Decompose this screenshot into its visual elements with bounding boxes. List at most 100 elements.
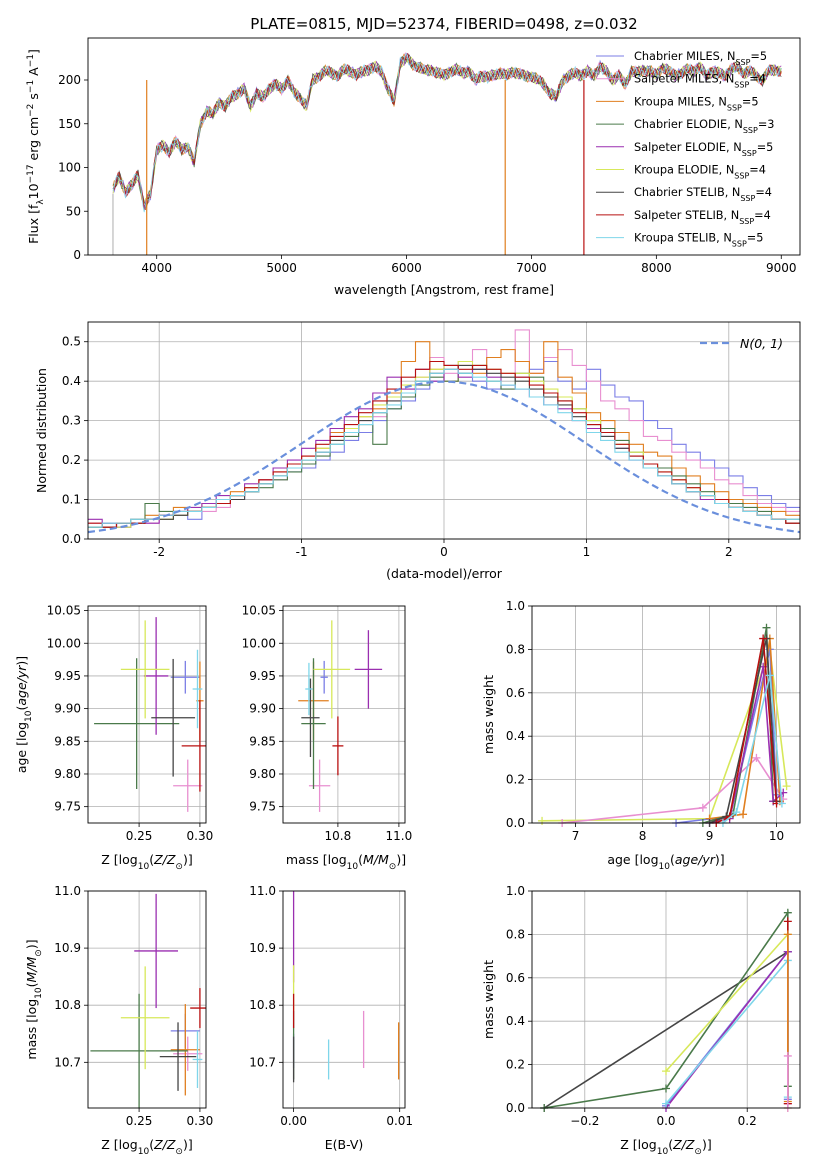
weight_vs_z-frame [531, 890, 801, 1109]
legend-sub: SSP [740, 194, 755, 203]
y-tick-label: 0.2 [62, 453, 81, 467]
residual-histograms [88, 329, 800, 534]
age-vs-z-ylabel-part: 10 [24, 710, 34, 722]
x-tick-label: -2 [153, 545, 165, 559]
weight-marker-kroupa_miles [739, 810, 748, 819]
spectrum-ylabel-part: Flux [f [26, 204, 41, 244]
legend-sub: SSP [739, 216, 754, 225]
y-tick-label: 0.4 [506, 729, 525, 743]
age-vs-z-xlabel-part: )] [183, 852, 193, 867]
y-tick-label: 0.4 [62, 374, 81, 388]
legend-label-kroupa_elodie: Kroupa ELODIE, NSSP=4 [634, 164, 766, 181]
legend-text: Chabrier ELODIE, N [634, 118, 743, 131]
weight-marker-chabrier_elodie [662, 1084, 670, 1093]
spectrum-ylabel-part: A [26, 67, 41, 80]
age-vs-mass-xlabel-part: mass [log [286, 852, 347, 867]
x-tick-label: 0 [440, 545, 448, 559]
weight-marker-kroupa_stelib [662, 1099, 670, 1108]
y-tick-label: 10.8 [249, 998, 276, 1012]
y-tick-label: 10.05 [242, 604, 276, 618]
age-vs-z-xlabel-part: Z/Z [153, 852, 176, 867]
x-tick-label: 7 [572, 829, 580, 843]
spectrum-ylabel-part: s [26, 93, 41, 104]
x-tick-label: 1 [583, 545, 591, 559]
spectrum-frame [87, 37, 801, 256]
y-tick-label: 10.00 [242, 636, 276, 650]
spectrum-title: PLATE=0815, MJD=52374, FIBERID=0498, z=0… [250, 15, 637, 33]
mass_vs_z-axes: 0.25 0.30 10.7 10.8 10.9 11.0 [54, 884, 213, 1128]
mass_vs_z-points [90, 893, 206, 1108]
weight-vs-age-xlabel-part: 10 [659, 862, 671, 872]
x-tick-label: 8 [639, 829, 647, 843]
age_vs_z-frame [87, 605, 207, 824]
spectrum-ylabel-part: −1 [26, 54, 36, 67]
histogram-chabrier_miles [88, 360, 800, 528]
y-tick-label: 9.85 [249, 734, 276, 748]
x-tick-label: 0.30 [187, 1114, 214, 1128]
weight-vs-z-xlabel-part: 10 [657, 1147, 669, 1157]
x-tick-label: −0.2 [570, 1114, 599, 1128]
residuals-frame [87, 321, 801, 540]
normal-legend-label: N(0, 1) [740, 336, 783, 351]
legend-sub: SSP [727, 103, 742, 112]
weight-line-chabrier_stelib [543, 951, 789, 1109]
y-tick-label: 1.0 [506, 884, 525, 898]
y-tick-label: 10.9 [249, 941, 276, 955]
weight-line-salpeter_miles [562, 756, 784, 824]
x-tick-label: 2 [725, 545, 733, 559]
age-vs-z-ylabel-part: ( [14, 706, 29, 711]
mass-vs-z-ylabel-part: )] [24, 939, 39, 949]
legend-text: Kroupa ELODIE, N [634, 164, 734, 177]
weight_vs_z-axes: −0.2 0.0 0.2 0.0 0.2 0.4 0.6 0.8 1.0 [506, 884, 800, 1128]
legend-sub: SSP [735, 58, 750, 67]
histogram-salpeter_miles [88, 329, 800, 528]
x-tick-label: 6000 [391, 261, 422, 275]
mass-vs-z-xlabel-part: Z [log [101, 1137, 137, 1152]
age-vs-z-xlabel: Z [log10(Z/Z⊙)] [101, 852, 192, 872]
weight-marker-kroupa_elodie [538, 816, 547, 825]
y-tick-label: 0.6 [506, 686, 525, 700]
spectrum-axes: 4000 5000 6000 7000 8000 9000 0 50 100 150 200 [58, 73, 796, 275]
y-tick-label: 9.80 [54, 767, 81, 781]
legend-label-kroupa_stelib: Kroupa STELIB, NSSP=5 [634, 232, 763, 249]
y-tick-label: 9.85 [54, 734, 81, 748]
mass-vs-z-xlabel-part: ( [149, 1137, 154, 1152]
mass_vs_ebv-frame [282, 890, 406, 1109]
x-tick-label: 0.25 [126, 1114, 153, 1128]
y-tick-label: 150 [58, 117, 81, 131]
legend-text: Salpeter MILES, N [634, 73, 734, 86]
legend-sub: SSP [732, 239, 747, 248]
weight-marker-salpeter_miles [783, 1051, 792, 1060]
legend-text: Chabrier MILES, N [634, 50, 735, 63]
age-vs-z-ylabel-part: age [log [14, 722, 29, 773]
mass-vs-z-ylabel-part: ( [24, 982, 39, 987]
age-vs-z-ylabel-part: age/yr [14, 665, 29, 706]
legend-suffix: =5 [757, 141, 774, 154]
histogram-kroupa_miles [88, 341, 800, 528]
weight-marker-kroupa_stelib [732, 808, 741, 817]
mass-vs-z-ylabel-part: ⊙ [34, 949, 44, 957]
mass-vs-z-xlabel-part: Z/Z [153, 1137, 176, 1152]
age-vs-mass-xlabel-part: 10 [347, 862, 359, 872]
y-tick-label: 10.05 [47, 604, 81, 618]
y-tick-label: 10.00 [47, 636, 81, 650]
legend-suffix: =4 [749, 164, 766, 177]
mass-vs-ebv-xlabel: E(B-V) [325, 1137, 364, 1152]
mass-vs-z-xlabel-part: ⊙ [175, 1147, 183, 1157]
weight-vs-z-xlabel-part: ( [668, 1137, 673, 1152]
legend-label-chabrier_miles: Chabrier MILES, NSSP=5 [634, 50, 767, 67]
histogram-salpeter_elodie [88, 364, 800, 528]
x-tick-label: 9 [706, 829, 714, 843]
age-vs-z-xlabel-part: ( [149, 852, 154, 867]
age-vs-mass-xlabel-part: ( [358, 852, 363, 867]
weight-marker-salpeter_stelib [783, 917, 792, 926]
y-tick-label: 0.0 [506, 1101, 525, 1115]
y-tick-label: 10.8 [54, 998, 81, 1012]
age-vs-z-ylabel-part: )] [14, 656, 29, 666]
legend-label-chabrier_stelib: Chabrier STELIB, NSSP=4 [634, 186, 772, 203]
x-tick-label: 8000 [641, 261, 672, 275]
legend-suffix: =4 [749, 73, 766, 86]
residuals-xlabel: (data-model)/error [386, 566, 503, 581]
weight-marker-salpeter_stelib [725, 812, 734, 821]
